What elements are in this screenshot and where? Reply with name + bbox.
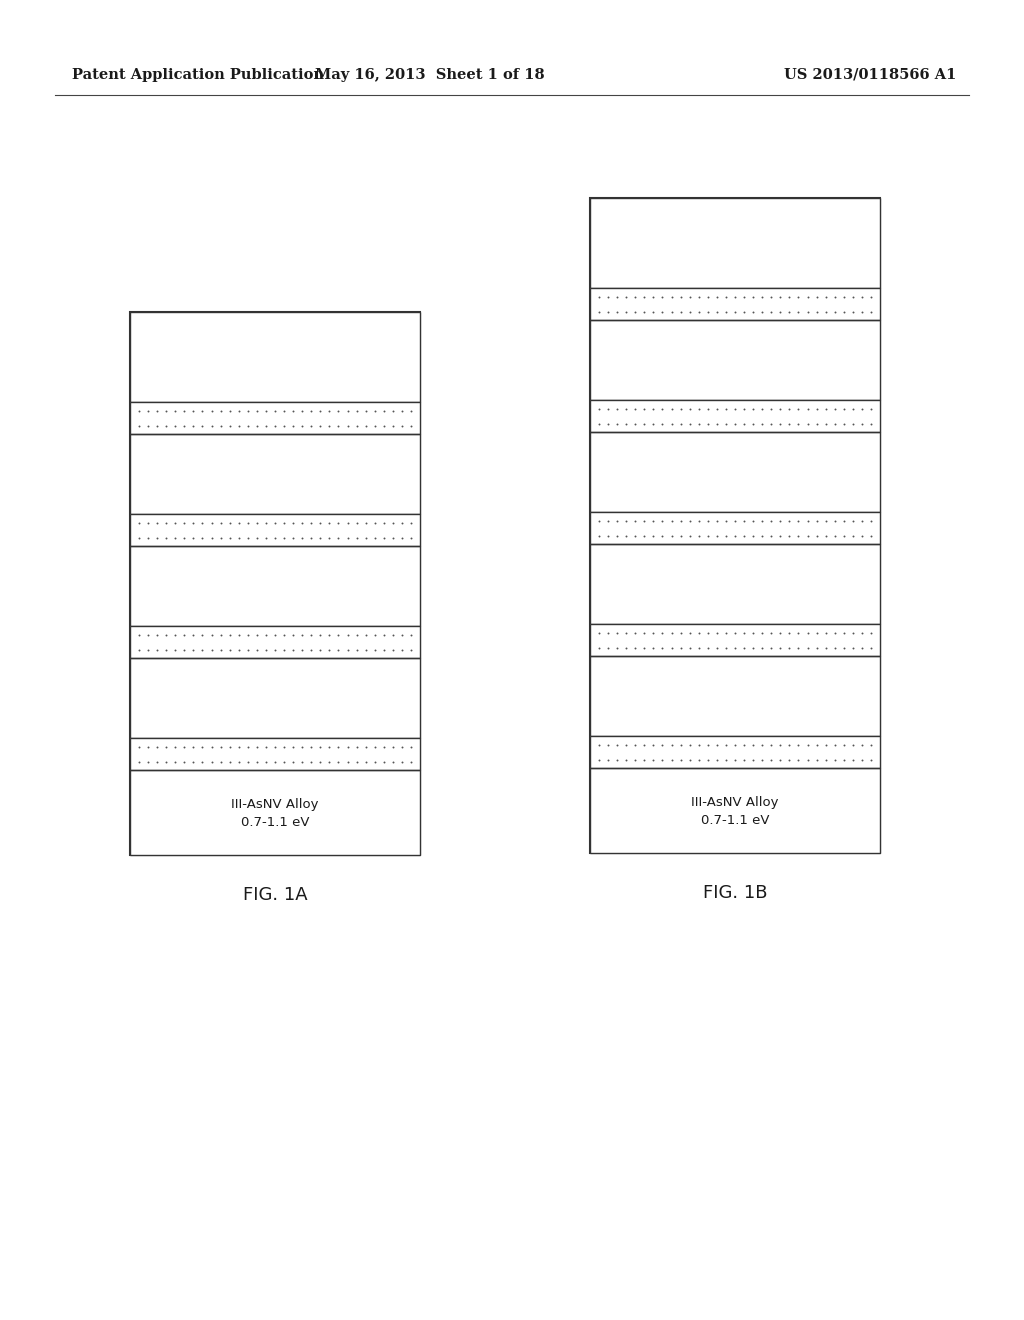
Text: 0.7-1.1 eV: 0.7-1.1 eV — [241, 816, 309, 829]
Bar — [130, 546, 420, 626]
Text: III-AsNV Alloy: III-AsNV Alloy — [691, 796, 778, 809]
Bar — [590, 198, 880, 288]
Bar — [590, 768, 880, 853]
Bar — [130, 770, 420, 855]
Text: III-AsNV Alloy: III-AsNV Alloy — [231, 799, 318, 810]
Bar — [590, 288, 880, 319]
Bar — [590, 319, 880, 400]
Bar — [590, 544, 880, 624]
Bar — [130, 312, 420, 403]
Text: US 2013/0118566 A1: US 2013/0118566 A1 — [783, 69, 956, 82]
Bar — [130, 626, 420, 657]
Bar — [590, 198, 880, 853]
Text: May 16, 2013  Sheet 1 of 18: May 16, 2013 Sheet 1 of 18 — [315, 69, 545, 82]
Bar — [130, 626, 420, 657]
Bar — [590, 656, 880, 737]
Bar — [130, 738, 420, 770]
Text: Patent Application Publication: Patent Application Publication — [72, 69, 324, 82]
Bar — [130, 657, 420, 738]
Bar — [590, 288, 880, 319]
Text: FIG. 1B: FIG. 1B — [702, 884, 767, 902]
Bar — [590, 512, 880, 544]
Bar — [590, 624, 880, 656]
Bar — [130, 738, 420, 770]
Bar — [130, 513, 420, 546]
Bar — [590, 737, 880, 768]
Text: FIG. 1A: FIG. 1A — [243, 886, 307, 904]
Bar — [590, 737, 880, 768]
Bar — [590, 432, 880, 512]
Text: 0.7-1.1 eV: 0.7-1.1 eV — [700, 814, 769, 828]
Bar — [130, 312, 420, 855]
Bar — [130, 434, 420, 513]
Bar — [590, 400, 880, 432]
Bar — [590, 512, 880, 544]
Bar — [590, 400, 880, 432]
Bar — [130, 403, 420, 434]
Bar — [130, 403, 420, 434]
Bar — [590, 624, 880, 656]
Bar — [130, 513, 420, 546]
